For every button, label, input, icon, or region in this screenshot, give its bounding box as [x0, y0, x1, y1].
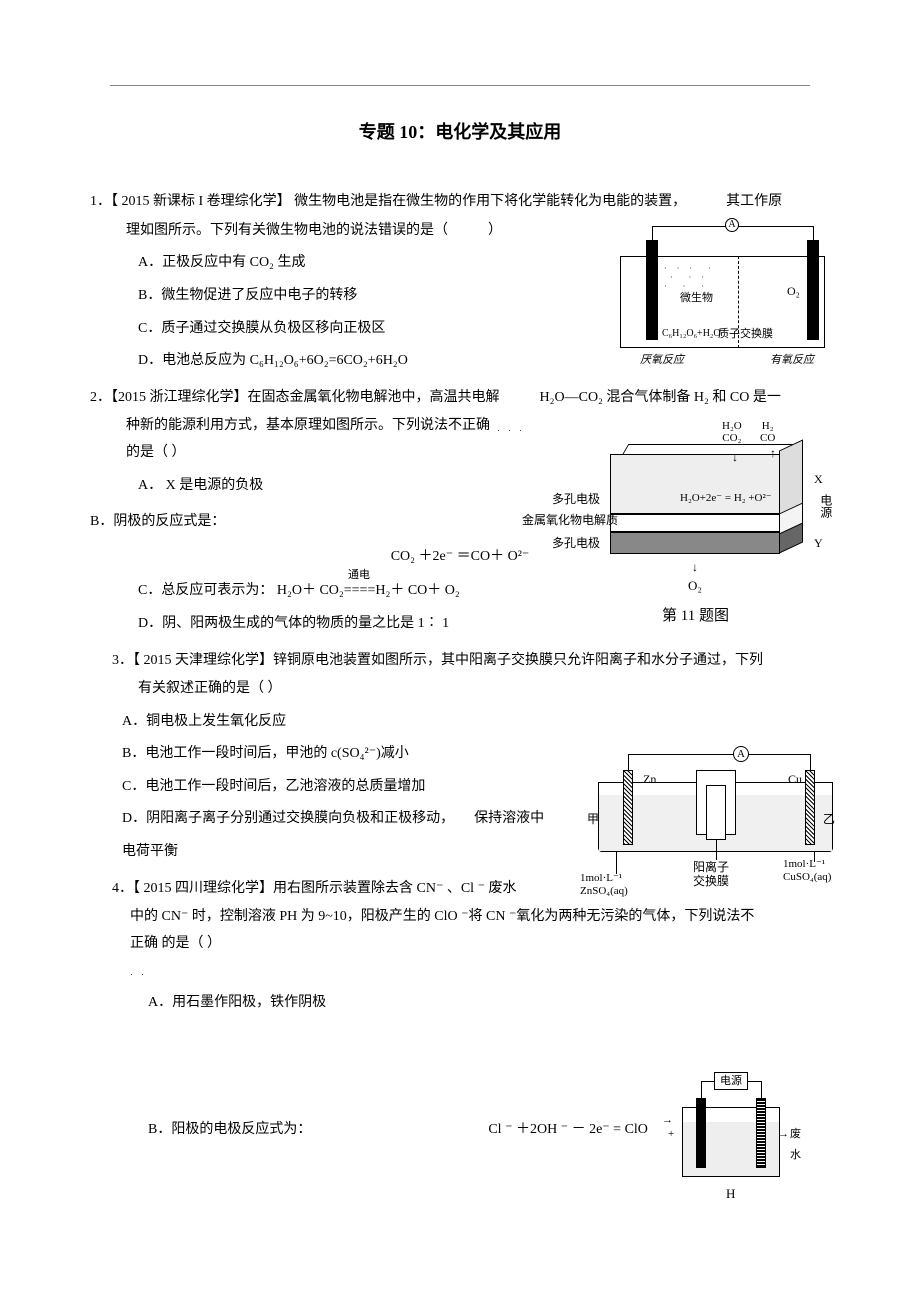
q1-stem-b: 其工作原 — [726, 194, 782, 209]
q2-source: 【2015 浙江理综化学】 — [111, 390, 248, 405]
figure-1-microbe-cell: A · · · · · · · · · · 微生物 O₂ C₆H₁₂O₆+H₂O… — [620, 220, 830, 370]
q1-stem: 1．【 2015 新课标 I 卷理综化学】 微生物电池是指在微生物的作用下将化学… — [90, 189, 830, 216]
fig4-plus: + — [668, 1124, 674, 1145]
fig3-label-znso4: 1mol·L⁻¹ ZnSO₄(aq) — [580, 872, 628, 898]
fig3-label-cu: Cu — [788, 768, 802, 791]
q1-paren: ） — [488, 223, 502, 238]
fig4-label-waste: 废水 — [790, 1124, 802, 1166]
fig2-label-electrode1: 多孔电极 — [552, 488, 600, 511]
fig3-bridge-inner — [706, 785, 726, 840]
q4-stem-3: 正确 的是（ ） — [90, 931, 830, 958]
q4-optB-eq: Cl ⁻ ＋2OH ⁻ － 2e⁻ = ClO — [488, 1122, 648, 1137]
q3-stem-a: 锌铜原电池装置如图所示，其中阳离子交换膜只允许阳离子和水分子通过，下列 — [273, 653, 763, 668]
q4-stem-a: 用右图所示装置除去含 CN⁻ 、Cl ⁻ 废水 — [273, 881, 516, 896]
fig2-caption: 第 11 题图 — [662, 602, 729, 631]
fig1-label-microbe: 微生物 — [680, 288, 713, 309]
fig4-wire — [701, 1081, 714, 1082]
q4-emph-dots: ．． — [130, 971, 155, 977]
q3-optD-b: 保持溶液中 — [474, 811, 544, 826]
fig3-label-membrane: 阳离子 交换膜 — [693, 860, 729, 889]
fig4-wire — [748, 1081, 761, 1082]
q2-stem-a: 在固态金属氧化物电解池中，高温共电解 — [248, 390, 500, 405]
ammeter-icon: A — [725, 218, 739, 232]
fig3-label-cuso4: 1mol·L⁻¹ CuSO₄(aq) — [783, 858, 831, 884]
fig1-wire — [738, 226, 813, 227]
fig1-label-anaerobic: 厌氧反应 — [640, 350, 684, 371]
q3-optA: A．铜电极上发生氧化反应 — [90, 709, 830, 736]
q2-stem-b: H₂O—CO₂ 混合气体制备 H₂ 和 CO 是一 — [540, 390, 781, 405]
figure-4-electrolysis-cell: 电源 → → + 废水 H — [672, 1072, 802, 1192]
fig3-wire — [628, 754, 734, 755]
q4-optA: A．用石墨作阳极，铁作阴极 — [90, 990, 830, 1017]
fig4-electrode-right — [756, 1098, 766, 1168]
fig3-electrode-cu — [805, 770, 815, 845]
fig3-leader — [716, 840, 717, 860]
fig1-label-o2: O₂ — [787, 280, 800, 303]
q3-optD-a: D．阴阳离子离子分别通过交换膜向负极和正极移动， — [122, 811, 454, 826]
fig4-electrode-left — [696, 1098, 706, 1168]
q3-stem-2: 有关叙述正确的是（ ） — [90, 676, 830, 703]
fig1-label-aerobic: 有氧反应 — [770, 350, 814, 371]
fig1-electrode-right — [807, 240, 819, 340]
q4-optB-pre: B．阳极的电极反应式为： — [148, 1122, 311, 1137]
q3-num: 3． — [112, 653, 133, 668]
fig2-label-o2: O₂ — [688, 574, 702, 599]
fig2-layer-mid — [610, 514, 780, 532]
q3-source: 【 2015 天津理综化学】 — [133, 653, 273, 668]
q4-num: 4． — [112, 881, 133, 896]
fig2-label-output: H₂ CO — [760, 420, 775, 444]
fig3-label-zn: Zn — [643, 768, 656, 791]
q4-source: 【 2015 四川理综化学】 — [133, 881, 273, 896]
q1-num: 1． — [90, 194, 111, 209]
q4-stem-3a: 正确 的是（ ） — [130, 936, 221, 951]
fig1-label-c6: C₆H₁₂O₆+H₂O — [662, 324, 721, 343]
figure-3-zn-cu-cell: A Zn Cu 甲 乙 1mol·L⁻¹ ZnSO₄(aq) 阳离子 交换膜 1… — [588, 750, 838, 930]
fig3-electrode-zn — [623, 770, 633, 845]
fig1-wire — [652, 226, 727, 227]
fig2-label-x: X — [814, 468, 823, 491]
fig4-power-box: 电源 — [714, 1072, 748, 1090]
q3-stem: 3．【 2015 天津理综化学】锌铜原电池装置如图所示，其中阳离子交换膜只允许阳… — [90, 648, 830, 675]
fig2-label-input: H₂O CO₂ — [722, 420, 742, 444]
fig2-layer-bot — [610, 532, 780, 554]
fig2-label-y: Y — [814, 532, 823, 555]
q2-num: 2． — [90, 390, 111, 405]
fig2-label-electrolyte: 金属氧化物电解质 — [522, 509, 618, 532]
ammeter-icon: A — [733, 746, 749, 762]
fig3-leader — [616, 852, 617, 874]
figure-2-electrolysis: H₂O CO₂ H₂ CO ↓ ↑ X 电源 Y 多孔电极 金属氧化物电解质 多… — [602, 434, 828, 648]
q2-emph-dots: ．．． — [497, 427, 533, 433]
arrow-up-icon: ↑ — [770, 442, 776, 465]
fig4-label-h: H — [726, 1182, 735, 1207]
q1-stem-a: 微生物电池是指在微生物的作用下将化学能转化为电能的装置， — [291, 194, 687, 209]
fig1-electrode-left — [646, 240, 658, 340]
page-title: 专题 10：电化学及其应用 — [90, 115, 830, 149]
fig2-label-power: 电源 — [814, 494, 837, 518]
fig2-equation: H₂O+2e⁻ = H₂ +O²⁻ — [680, 488, 772, 509]
arrow-right-icon: → — [778, 1124, 789, 1145]
q2-stem: 2．【2015 浙江理综化学】在固态金属氧化物电解池中，高温共电解 H₂O—CO₂… — [90, 385, 830, 412]
q2-stem-line2: 种新的能源利用方式，基本原理如图所示。下列说法不正确 — [126, 418, 490, 433]
header-rule — [110, 85, 810, 86]
fig3-label-yi: 乙 — [823, 808, 835, 831]
fig3-wire — [748, 754, 810, 755]
fig2-label-electrode2: 多孔电极 — [552, 532, 600, 555]
q1-stem-line2: 理如图所示。下列有关微生物电池的说法错误的是（ — [126, 223, 448, 238]
q1-source: 【 2015 新课标 I 卷理综化学】 — [111, 194, 291, 209]
q2-optC-over: 通电 — [348, 572, 370, 579]
fig3-label-jia: 甲 — [587, 808, 599, 831]
fig1-label-membrane: 质子交换膜 — [718, 324, 773, 345]
arrow-down-icon: ↓ — [732, 446, 738, 469]
